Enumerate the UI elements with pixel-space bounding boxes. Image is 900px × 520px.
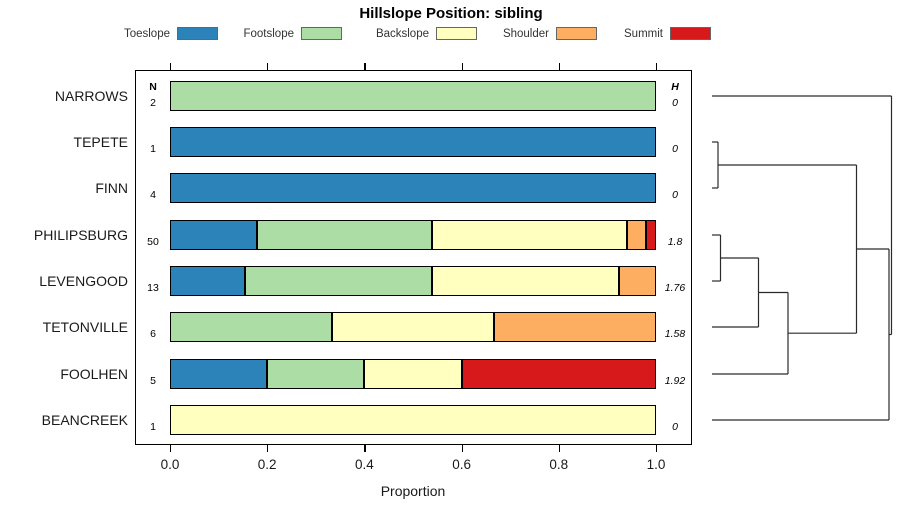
h-value: 0	[672, 143, 678, 155]
n-value: 5	[150, 375, 156, 387]
bar-segment-toeslope	[170, 220, 257, 250]
h-value: 0	[672, 421, 678, 433]
legend-label: Toeslope	[123, 27, 170, 40]
row-label-philipsburg: PHILIPSBURG	[33, 227, 128, 243]
n-value: 50	[147, 236, 159, 248]
bar-segment-shoulder	[494, 312, 656, 342]
x-tick-label: 0.8	[549, 457, 569, 472]
n-value: 4	[150, 189, 156, 201]
bar-segment-shoulder	[627, 220, 646, 250]
h-value: 0	[672, 189, 678, 201]
n-value: 1	[150, 143, 156, 155]
n-value: 2	[150, 97, 156, 109]
top-tick	[656, 63, 658, 70]
bar-segment-footslope	[170, 81, 656, 111]
bar-segment-summit	[646, 220, 656, 250]
bar-segment-shoulder	[619, 266, 656, 296]
top-tick	[267, 63, 269, 70]
legend-item-backslope: Backslope	[326, 25, 477, 42]
top-tick	[558, 63, 560, 70]
legend-item-summit: Summit	[560, 25, 711, 42]
row-label-tetonville: TETONVILLE	[42, 319, 128, 335]
x-tick-label: 0.2	[257, 457, 277, 472]
n-value: 13	[147, 282, 159, 294]
legend-label: Footslope	[243, 27, 294, 40]
row-label-tepete: TEPETE	[73, 134, 128, 150]
chart-title: Hillslope Position: sibling	[359, 5, 543, 22]
bottom-tick	[656, 445, 658, 452]
h-value: 1.58	[664, 328, 686, 340]
bar-segment-backslope	[432, 220, 627, 250]
bar-philipsburg	[170, 220, 656, 250]
bar-segment-footslope	[170, 312, 332, 342]
row-label-finn: FINN	[95, 180, 128, 196]
row-label-levengood: LEVENGOOD	[39, 273, 128, 289]
bar-segment-toeslope	[170, 359, 267, 389]
x-tick-label: 0.6	[452, 457, 471, 472]
h-value: 0	[672, 97, 678, 109]
bar-segment-toeslope	[170, 173, 656, 203]
legend-swatch	[301, 27, 342, 40]
legend-item-footslope: Footslope	[191, 25, 342, 42]
bottom-tick	[558, 445, 560, 452]
n-value: 1	[150, 421, 156, 433]
top-tick	[170, 63, 172, 70]
bar-narrows	[170, 81, 656, 111]
h-column-header: H	[671, 81, 679, 93]
x-axis-title: Proportion	[380, 483, 446, 499]
bottom-tick	[267, 445, 269, 452]
bar-tetonville	[170, 312, 656, 342]
legend-label: Summit	[624, 27, 663, 40]
bar-segment-backslope	[364, 359, 462, 389]
legend-label: Backslope	[375, 27, 429, 40]
bar-segment-toeslope	[170, 127, 656, 157]
legend-swatch	[177, 27, 218, 40]
bar-segment-footslope	[267, 359, 364, 389]
legend-swatch	[670, 27, 711, 40]
legend-swatch	[436, 27, 477, 40]
h-value: 1.92	[664, 375, 686, 387]
bottom-tick	[461, 445, 463, 452]
bottom-tick	[364, 445, 366, 452]
bar-levengood	[170, 266, 656, 296]
legend-label: Shoulder	[502, 27, 549, 40]
bar-segment-footslope	[245, 266, 432, 296]
x-tick-label: 0.4	[355, 457, 374, 472]
row-label-narrows: NARROWS	[54, 88, 128, 104]
x-tick-label: 1.0	[646, 457, 666, 472]
bottom-tick	[170, 445, 172, 452]
top-tick	[461, 63, 463, 70]
legend-swatch	[556, 27, 597, 40]
h-value: 1.76	[664, 282, 686, 294]
bar-segment-summit	[462, 359, 656, 389]
legend-item-shoulder: Shoulder	[446, 25, 597, 42]
row-label-foolhen: FOOLHEN	[60, 366, 128, 382]
bar-segment-backslope	[332, 312, 494, 342]
bar-segment-backslope	[432, 266, 619, 296]
bar-tepete	[170, 127, 656, 157]
top-tick	[364, 63, 366, 70]
legend-item-toeslope: Toeslope	[67, 25, 218, 42]
row-label-beancreek: BEANCREEK	[41, 412, 128, 428]
bar-segment-footslope	[257, 220, 432, 250]
n-column-header: N	[149, 81, 157, 93]
h-value: 1.8	[667, 236, 683, 248]
x-tick-label: 0.0	[160, 457, 180, 472]
n-value: 6	[150, 328, 156, 340]
bar-segment-backslope	[170, 405, 656, 435]
bar-beancreek	[170, 405, 656, 435]
bar-segment-toeslope	[170, 266, 245, 296]
bar-finn	[170, 173, 656, 203]
bar-foolhen	[170, 359, 656, 389]
